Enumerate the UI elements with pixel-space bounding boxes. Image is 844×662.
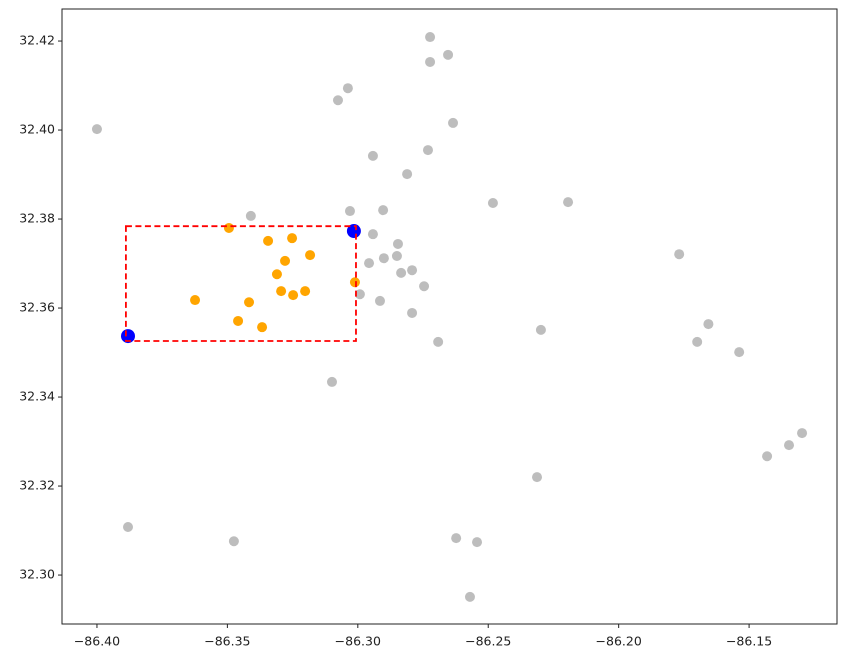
scatter-point — [367, 150, 378, 161]
scatter-point — [797, 428, 808, 439]
scatter-point — [419, 281, 430, 292]
plot-area — [62, 9, 837, 624]
scatter-point — [402, 169, 413, 180]
scatter-point — [784, 440, 795, 451]
scatter-point — [451, 533, 462, 544]
scatter-point — [378, 253, 389, 264]
scatter-point — [332, 95, 343, 106]
y-tick-label: 32.40 — [19, 122, 55, 137]
scatter-point — [122, 521, 133, 532]
scatter-point — [472, 537, 483, 548]
scatter-point — [346, 224, 361, 239]
scatter-point — [674, 249, 685, 260]
x-tick-label: −86.30 — [335, 634, 381, 649]
scatter-point — [407, 307, 418, 318]
x-tick-label: −86.15 — [726, 634, 772, 649]
scatter-point — [228, 536, 239, 547]
axes-frame — [61, 8, 838, 625]
y-tick-label: 32.36 — [19, 300, 55, 315]
scatter-point — [378, 205, 389, 216]
scatter-point — [263, 235, 274, 246]
scatter-point — [223, 222, 234, 233]
scatter-point — [305, 250, 316, 261]
scatter-point — [563, 197, 574, 208]
x-tick-label: −86.35 — [204, 634, 250, 649]
scatter-point — [535, 324, 546, 335]
scatter-point — [245, 210, 256, 221]
scatter-point — [692, 336, 703, 347]
scatter-point — [487, 198, 498, 209]
y-tick-label: 32.30 — [19, 567, 55, 582]
scatter-point — [425, 56, 436, 67]
scatter-point — [703, 319, 714, 330]
scatter-point — [364, 258, 375, 269]
scatter-point — [374, 295, 385, 306]
scatter-point — [425, 32, 436, 43]
y-tick-label: 32.42 — [19, 33, 55, 48]
scatter-point — [762, 451, 773, 462]
scatter-point — [396, 267, 407, 278]
scatter-point — [448, 117, 459, 128]
y-tick-label: 32.34 — [19, 389, 55, 404]
scatter-point — [190, 295, 201, 306]
scatter-point — [276, 286, 287, 297]
scatter-point — [280, 255, 291, 266]
scatter-point — [271, 269, 282, 280]
scatter-point — [532, 472, 543, 483]
scatter-point — [391, 250, 402, 261]
scatter-point — [120, 329, 135, 344]
scatter-point — [367, 229, 378, 240]
scatter-point — [354, 289, 365, 300]
y-tick-label: 32.38 — [19, 211, 55, 226]
scatter-point — [326, 376, 337, 387]
scatter-point — [443, 49, 454, 60]
x-tick-label: −86.20 — [596, 634, 642, 649]
scatter-point — [342, 83, 353, 94]
scatter-point — [244, 297, 255, 308]
scatter-point — [344, 206, 355, 217]
scatter-point — [91, 124, 102, 135]
scatter-point — [407, 265, 418, 276]
x-tick-label: −86.25 — [465, 634, 511, 649]
scatter-point — [734, 347, 745, 358]
scatter-point — [287, 233, 298, 244]
y-tick-label: 32.32 — [19, 478, 55, 493]
scatter-point — [257, 322, 268, 333]
scatter-point — [433, 336, 444, 347]
scatter-point — [349, 277, 360, 288]
scatter-point — [233, 315, 244, 326]
scatter-point — [392, 238, 403, 249]
bounding-box — [125, 225, 357, 342]
scatter-point — [300, 286, 311, 297]
x-tick-label: −86.40 — [74, 634, 120, 649]
scatter-point — [422, 145, 433, 156]
scatter-point — [288, 290, 299, 301]
scatter-point — [464, 591, 475, 602]
